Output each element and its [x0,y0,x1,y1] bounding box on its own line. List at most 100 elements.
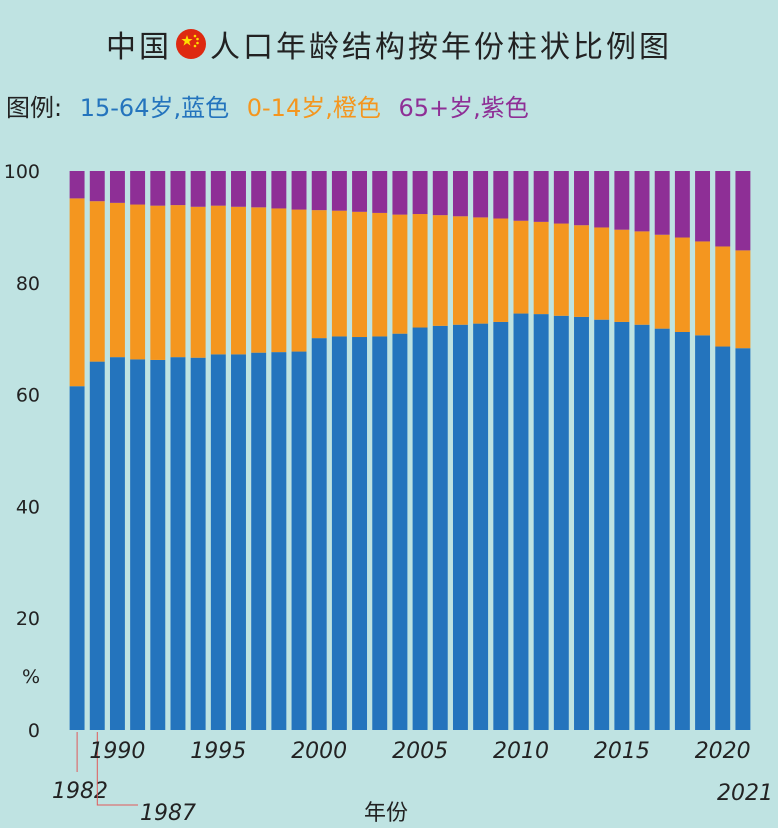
y-tick-label-0: 0 [28,720,40,742]
bar-2020-working-age [715,346,731,730]
bar-1991-children [130,204,146,360]
bar-2018-working-age [674,331,690,730]
bar-1987-working-age [89,361,105,730]
bar-2018-children [674,237,690,332]
bar-2016-working-age [634,324,650,730]
bar-1996-working-age [231,354,246,730]
bar-2012-working-age [553,315,569,730]
bar-2018-elderly [674,171,690,238]
x-tick-label-1982: 1982 [52,779,108,804]
bar-2010-children [513,220,529,314]
bar-1994-elderly [190,171,206,207]
bar-1995-working-age [210,354,226,730]
bar-1995-elderly [210,171,226,206]
legend-item-children: 0-14岁,橙色 [246,94,381,122]
x-axis-label: 年份 [364,801,408,826]
bar-1997-elderly [251,171,267,208]
bar-1999-children [291,209,307,352]
x-tick-label-2000: 2000 [291,739,347,764]
bar-2007-elderly [452,171,468,217]
bar-2014-children [594,227,610,320]
bar-2013-elderly [574,171,589,226]
bar-2007-children [452,216,468,325]
y-axis-label: % [22,666,40,688]
bar-2005-children [412,214,428,328]
bars-layer [69,171,751,730]
x-axis: 1982 1987 1990 1995 2000 2005 2010 2015 2020 2021 [52,732,773,826]
bar-2019-elderly [695,171,711,242]
bar-2015-elderly [614,171,630,230]
x-tick-label-2015: 2015 [594,739,650,764]
title-text-prefix: 中国 [106,30,172,65]
bar-2004-elderly [392,171,408,215]
bar-2019-working-age [695,335,711,730]
bar-2011-children [533,221,549,315]
bar-2017-working-age [654,328,670,730]
x-tick-label-2020: 2020 [695,739,751,764]
bar-1987-children [89,201,105,362]
bar-1995-children [210,205,226,355]
bar-1997-working-age [251,352,267,730]
bar-2013-working-age [574,316,589,730]
bar-2012-children [553,223,569,316]
bar-1998-elderly [271,171,287,209]
bar-2011-working-age [533,314,549,730]
bar-1987-elderly [89,171,105,202]
bar-2002-elderly [352,171,368,212]
bar-2001-children [331,210,347,337]
bar-2019-children [695,241,711,336]
x-callout-line-1987 [96,732,138,806]
bar-2016-children [634,231,650,325]
bar-2015-working-age [614,321,630,730]
bar-2014-elderly [594,171,610,228]
bar-1992-working-age [150,359,166,730]
bar-1996-elderly [231,171,246,207]
bar-1982-children [69,198,85,387]
x-tick-label-2005: 2005 [392,739,448,764]
title-text: 人口年龄结构按年份柱状比例图 [210,30,672,65]
bar-2015-children [614,229,630,322]
legend-item-working-age: 15-64岁,蓝色 [79,94,230,122]
bar-2013-children [574,225,589,317]
bar-2001-working-age [331,336,347,730]
bar-2000-elderly [311,171,327,211]
y-tick-label-20: 20 [16,608,40,630]
bar-2000-children [311,210,327,339]
bar-2011-elderly [533,171,549,222]
bar-2006-children [432,215,448,326]
bar-1982-elderly [69,171,85,199]
bar-2017-children [654,234,670,329]
bar-2000-working-age [311,338,327,730]
bar-1998-children [271,208,287,353]
bar-2009-working-age [493,321,509,730]
bar-1993-working-age [170,357,186,730]
x-tick-label-2010: 2010 [493,739,549,764]
bar-2014-working-age [594,319,610,730]
china-flag-icon [176,29,206,59]
legend-item-elderly: 65+岁,紫色 [398,94,529,122]
bar-2007-working-age [452,324,468,730]
bar-2005-elderly [412,171,428,215]
bar-2010-elderly [513,171,529,221]
x-tick-label-2021: 2021 [717,781,773,806]
bar-1982-working-age [69,386,85,730]
bar-1994-children [190,206,206,358]
bar-2010-working-age [513,313,529,730]
bar-2002-working-age [352,337,368,730]
bar-2009-children [493,218,509,322]
bar-2020-elderly [715,171,731,247]
legend: 图例: 15-64岁,蓝色 0-14岁,橙色 65+岁,紫色 [6,88,539,123]
bar-2016-elderly [634,171,650,232]
y-tick-label-60: 60 [16,385,40,407]
bar-1992-children [150,205,166,360]
bar-2004-working-age [392,333,408,730]
bar-1999-working-age [291,351,307,730]
bar-1997-children [251,207,267,353]
bar-2009-elderly [493,171,509,219]
y-tick-label-100: 100 [4,161,40,183]
bar-2002-children [352,211,368,338]
bar-1996-children [231,206,246,355]
y-tick-label-40: 40 [16,496,40,518]
bar-1991-elderly [130,171,146,205]
bar-1993-children [170,205,186,358]
